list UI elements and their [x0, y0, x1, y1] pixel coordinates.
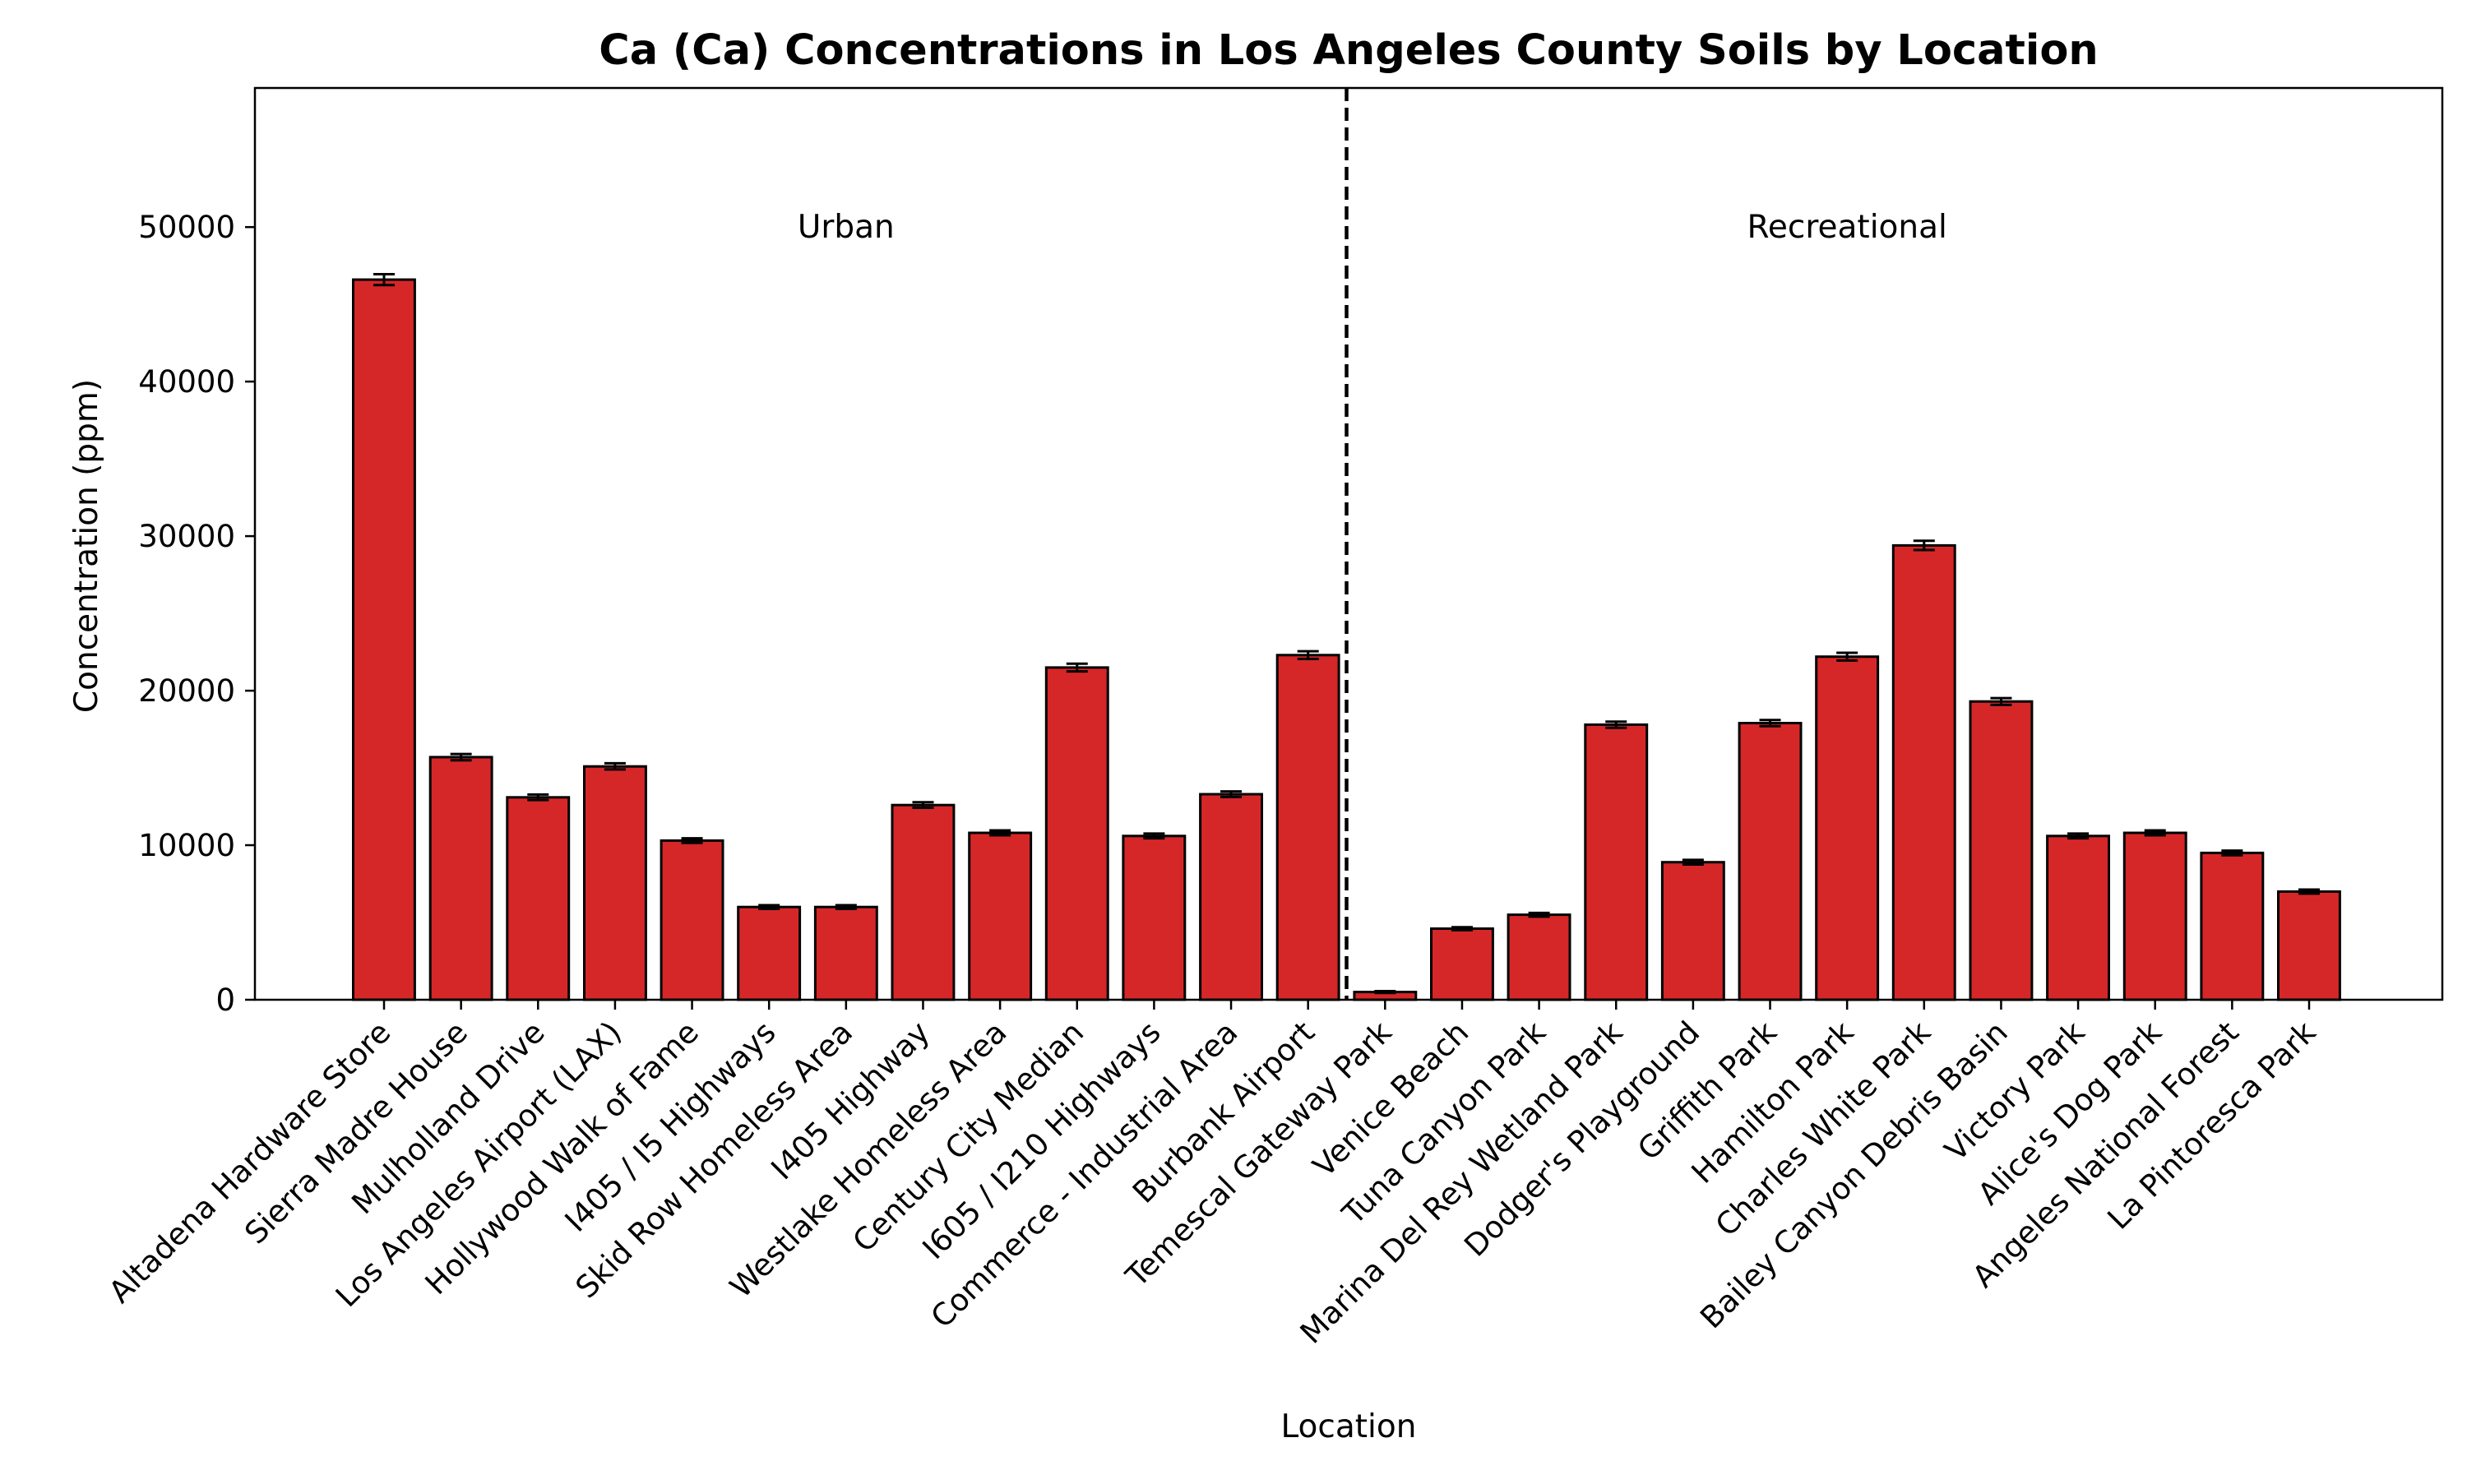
- bar: [428, 756, 493, 1001]
- y-axis-label: Concentration (ppm): [68, 379, 105, 713]
- region-label: Urban: [798, 209, 895, 246]
- bar: [660, 839, 724, 1001]
- bar: [2046, 834, 2111, 1001]
- x-axis-label: Location: [1281, 1408, 1417, 1445]
- y-tick-label: 0: [215, 982, 235, 1018]
- bar: [1275, 654, 1340, 1001]
- bar: [1044, 666, 1109, 1001]
- bar: [2122, 831, 2187, 1001]
- bar: [1122, 834, 1187, 1001]
- bar: [1891, 543, 1956, 1001]
- bar: [891, 803, 956, 1001]
- y-tick-label: 10000: [138, 828, 235, 863]
- bar: [583, 765, 647, 1001]
- bar: [968, 831, 1033, 1001]
- bar: [2200, 851, 2265, 1001]
- bar: [813, 905, 878, 1001]
- y-tick-label: 40000: [138, 364, 235, 400]
- bar: [1507, 913, 1571, 1001]
- y-tick-label: 50000: [138, 210, 235, 245]
- y-tick-label: 20000: [138, 673, 235, 709]
- bar: [1660, 861, 1725, 1001]
- bar: [352, 278, 416, 1001]
- chart-title: Ca (Ca) Concentrations in Los Angeles Co…: [599, 26, 2098, 75]
- bar: [1738, 722, 1803, 1001]
- bar: [1969, 700, 2034, 1001]
- bar: [1815, 655, 1880, 1001]
- bar: [1584, 723, 1649, 1001]
- y-tick-label: 30000: [138, 519, 235, 554]
- region-label: Recreational: [1747, 209, 1947, 246]
- bar: [506, 796, 571, 1001]
- plot-frame: [253, 86, 2444, 1001]
- bar: [1430, 927, 1494, 1001]
- bar: [2277, 890, 2341, 1001]
- bar: [737, 905, 802, 1001]
- bar: [1199, 793, 1263, 1001]
